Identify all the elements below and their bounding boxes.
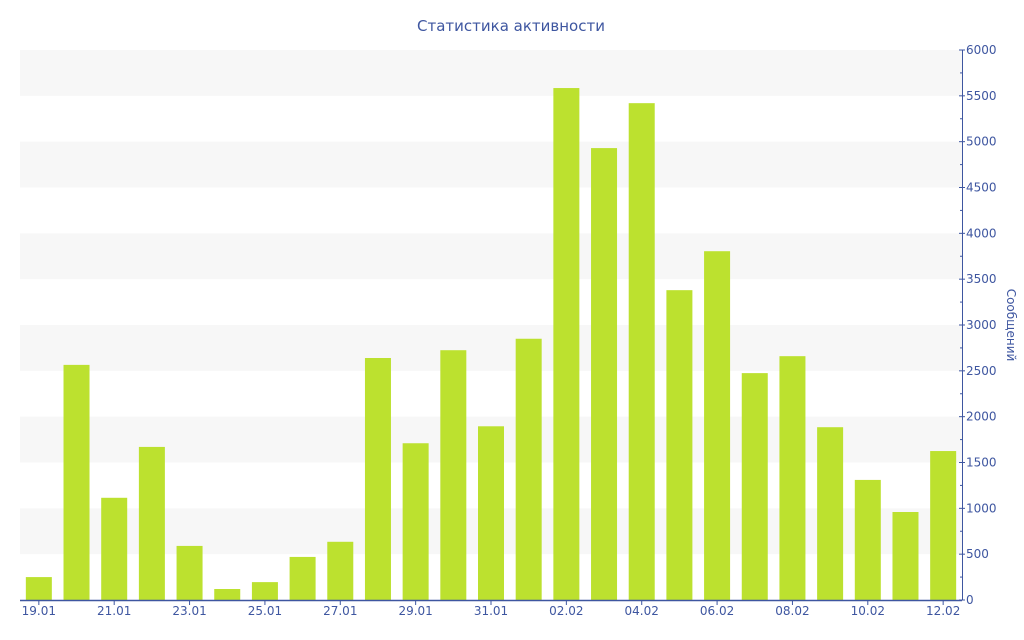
bar-31.01 <box>478 426 504 600</box>
bar-11.02 <box>892 512 919 600</box>
grid-band <box>20 325 962 371</box>
x-tick-label: 10.02 <box>851 604 885 618</box>
bar-06.02 <box>704 251 731 601</box>
bar-24.01 <box>214 589 241 600</box>
bar-01.02 <box>515 338 542 600</box>
x-tick-label: 06.02 <box>700 604 734 618</box>
bar-05.02 <box>666 290 693 600</box>
y-tick-label: 500 <box>966 547 989 561</box>
bar-25.01 <box>251 582 278 600</box>
bar-04.02 <box>628 103 655 601</box>
y-tick-label: 3000 <box>966 318 997 332</box>
y-tick-label: 1500 <box>966 456 997 470</box>
x-tick-label: 31.01 <box>474 604 508 618</box>
y-tick-label: 5500 <box>966 89 997 103</box>
bar-22.01 <box>138 446 165 600</box>
grid-band <box>20 141 962 188</box>
bar-10.02 <box>854 479 881 600</box>
y-tick-label: 5000 <box>966 135 997 149</box>
y-tick-label: 4500 <box>966 181 997 195</box>
bar-23.01 <box>176 545 203 600</box>
x-tick-label: 04.02 <box>625 604 659 618</box>
y-tick-label: 1000 <box>966 501 997 515</box>
grid-band <box>20 50 962 96</box>
bar-02.02 <box>553 88 580 601</box>
y-tick-label: 0 <box>966 593 974 607</box>
x-tick-label: 02.02 <box>549 604 583 618</box>
bar-19.01 <box>25 577 52 600</box>
x-tick-label: 23.01 <box>172 604 206 618</box>
y-tick-label: 6000 <box>966 43 997 57</box>
bar-30.01 <box>440 350 467 600</box>
x-tick-label: 08.02 <box>775 604 809 618</box>
x-tick-label: 21.01 <box>97 604 131 618</box>
y-tick-label: 3500 <box>966 272 997 286</box>
x-tick-label: 25.01 <box>248 604 282 618</box>
x-tick-label: 27.01 <box>323 604 357 618</box>
x-tick-label: 12.02 <box>926 604 960 618</box>
bar-03.02 <box>591 148 618 601</box>
bar-28.01 <box>364 358 391 600</box>
chart-title: Статистика активности <box>417 17 605 35</box>
bar-20.01 <box>63 364 90 600</box>
bar-12.02 <box>930 451 957 600</box>
y-axis-label: Сообщений <box>1004 289 1018 362</box>
x-tick-label: 19.01 <box>22 604 56 618</box>
bar-29.01 <box>402 443 429 600</box>
bar-08.02 <box>779 356 806 600</box>
x-tick-label: 29.01 <box>398 604 432 618</box>
y-tick-label: 4000 <box>966 226 997 240</box>
bar-21.01 <box>101 497 128 600</box>
y-tick-label: 2000 <box>966 410 997 424</box>
grid-band <box>20 233 962 280</box>
y-tick-label: 2500 <box>966 364 997 378</box>
bar-26.01 <box>289 556 316 600</box>
bar-07.02 <box>741 373 768 600</box>
bar-27.01 <box>327 541 354 600</box>
bar-09.02 <box>817 427 844 600</box>
